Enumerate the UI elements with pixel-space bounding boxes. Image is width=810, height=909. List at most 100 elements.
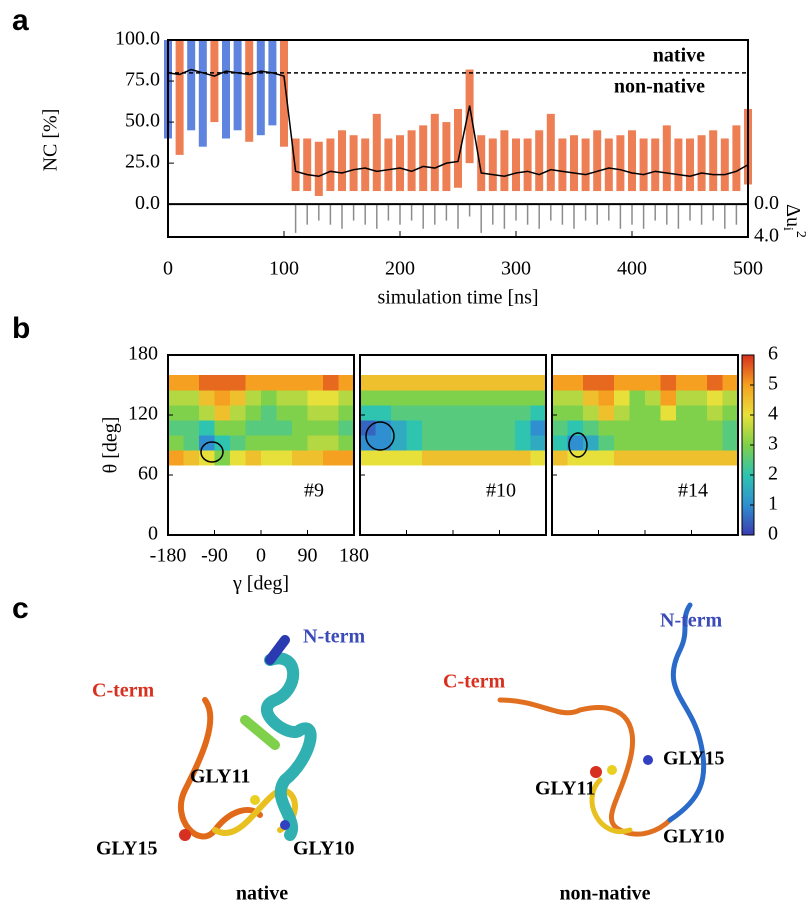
heatmap-cell (629, 450, 646, 466)
heatmap-cell (530, 375, 547, 391)
heatmap-cell (468, 375, 485, 391)
heatmap-cell (515, 390, 531, 406)
heatmap-cell (338, 420, 355, 436)
helix (240, 715, 280, 750)
heatmap-cell (583, 450, 599, 466)
heatmap-cell (391, 405, 407, 421)
heatmap-cell (338, 435, 355, 451)
heatmap-cell (261, 405, 277, 421)
y2-axis-title-part: 2 (793, 231, 808, 238)
heatmap-cell (276, 405, 293, 421)
y2-axis-title-part: Δu (782, 204, 804, 227)
heatmap-cell (375, 405, 392, 421)
range-bar (280, 40, 288, 147)
heatmap-cell (245, 450, 262, 466)
range-bar (245, 40, 254, 142)
residue-label: GLY10 (663, 826, 725, 848)
heatmap-cell (676, 420, 692, 436)
heatmap-cell (391, 435, 407, 451)
heatmap-cell (261, 390, 277, 406)
heatmap-cell (629, 390, 646, 406)
heatmap-cell (199, 390, 215, 406)
heatmap-cell (598, 405, 615, 421)
heatmap-cell (307, 450, 324, 466)
heatmap-cell (691, 435, 708, 451)
range-bar (314, 141, 323, 196)
range-bar (523, 138, 532, 192)
heatmap-cell (292, 390, 308, 406)
heatmap-cell (276, 420, 293, 436)
heatmap-cell (660, 390, 677, 406)
heatmap-cell (453, 405, 469, 421)
y-tick-label: 100.0 (115, 28, 160, 50)
heatmap-cell (230, 375, 246, 391)
heatmap-cell (406, 435, 423, 451)
heatmap-cell (338, 450, 355, 466)
heatmap-cell (276, 375, 293, 391)
heatmap-cell (614, 420, 630, 436)
atom (590, 766, 602, 778)
heatmap-cell (338, 405, 355, 421)
range-bar (291, 138, 300, 192)
range-bar (732, 125, 741, 192)
heatmap-cell (567, 405, 584, 421)
x-tick-label: -90 (201, 545, 228, 567)
y-tick-label: 50.0 (125, 110, 160, 132)
heatmap-cell (406, 390, 423, 406)
range-bar (326, 138, 335, 192)
range-bar (384, 138, 393, 192)
y-tick-label: 0 (148, 523, 158, 545)
y-tick-label: 0.0 (135, 192, 160, 214)
x-tick-label: 0 (163, 258, 173, 280)
x-tick-label: 0 (256, 545, 266, 567)
heatmap-cell (660, 420, 677, 436)
heatmap-cell (614, 405, 630, 421)
y-tick-label: 60 (138, 463, 158, 485)
colorbar-tick-label: 5 (768, 373, 778, 395)
heatmap-cell (214, 420, 231, 436)
heatmap-cell (691, 405, 708, 421)
range-bar (709, 130, 718, 192)
range-bar (558, 138, 567, 192)
heatmap-cell (276, 390, 293, 406)
caption: native (236, 883, 288, 905)
range-bar (454, 108, 462, 188)
plot-frame (167, 39, 749, 238)
range-bar (651, 138, 660, 192)
heatmap-cell (261, 450, 277, 466)
heatmap-cell (691, 450, 708, 466)
residue-label: GLY15 (96, 838, 158, 860)
heatmap-cell (530, 450, 547, 466)
heatmap-cell (484, 435, 500, 451)
heatmap-cell (598, 420, 615, 436)
range-bar (581, 138, 590, 192)
heatmap-cell (360, 375, 376, 391)
heatmap-cell (567, 390, 584, 406)
heatmap-cell (183, 375, 200, 391)
colorbar-tick-label: 6 (768, 343, 778, 365)
c-term-label: C-term (443, 671, 506, 693)
heatmap-cell (360, 405, 376, 421)
colorbar-tick-label: 2 (768, 463, 778, 485)
range-bar (175, 40, 184, 155)
heatmap-cell (552, 405, 568, 421)
n-term-label: N-term (660, 610, 723, 632)
range-bar (268, 40, 277, 126)
heatmap-cell (292, 435, 308, 451)
heatmap-cell (645, 375, 661, 391)
heatmap-cell (515, 450, 531, 466)
heatmap-cell (645, 390, 661, 406)
x-tick-label: 100 (269, 258, 299, 280)
heatmap-cell (437, 375, 454, 391)
heatmap-cell (676, 375, 692, 391)
heatmap-cell (614, 450, 630, 466)
heatmap-cell (422, 390, 438, 406)
colorbar-tick-label: 1 (768, 493, 778, 515)
range-bar (546, 113, 555, 192)
heatmap-cell (484, 390, 500, 406)
heatmap-cell (722, 390, 739, 406)
range-bar (500, 130, 509, 192)
heatmap-cell (230, 450, 246, 466)
heatmap-cell (453, 450, 469, 466)
range-bar (222, 40, 230, 139)
